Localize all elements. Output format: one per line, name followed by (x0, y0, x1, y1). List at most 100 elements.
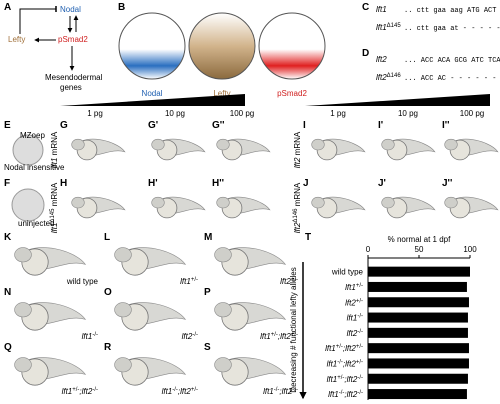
gene-name: lft1 (376, 5, 387, 14)
text-part: Δ145 (387, 23, 402, 29)
target-label: Mesendodermal (45, 73, 103, 82)
panel-label: J'' (442, 178, 452, 189)
text-part: -/- (357, 329, 363, 335)
text-part: lft1 (162, 387, 173, 396)
text-part: lft1 (82, 332, 93, 341)
text-part: ;lft2 (344, 375, 357, 384)
embryo-ball (12, 134, 44, 166)
panel-label: G' (148, 120, 158, 131)
panel-label: R (104, 342, 112, 353)
text-part: lft1 (62, 387, 73, 396)
panel-label: I (303, 120, 306, 131)
panel-label: G'' (212, 120, 225, 131)
panel-label: Q (4, 342, 12, 353)
pathway-diagram: Nodal Lefty pSmad2 Mesendodermal genes (8, 5, 103, 92)
bar (368, 327, 468, 338)
text-part: lft2 (376, 55, 387, 64)
text-part: ;lft2 (178, 387, 191, 396)
text-part: -/- (292, 387, 298, 393)
psmad2-label: pSmad2 (58, 35, 88, 44)
gene-name: lft2 (376, 55, 387, 64)
dose-label: 1 pg (87, 109, 103, 118)
x-tick-label: 100 (463, 245, 477, 254)
genotype-label: lft1-/- (82, 332, 98, 341)
gene-name: lft1Δ145 (376, 23, 401, 32)
text-part: ;lft2 (79, 387, 92, 396)
text-part: -/- (172, 387, 178, 393)
panel-label: J (303, 178, 309, 189)
text-part: lft1 (328, 390, 339, 399)
text-part: lft2 (347, 329, 358, 338)
embryo-head (114, 302, 132, 318)
embryo-head (214, 247, 232, 263)
text-part: +/- (191, 387, 198, 393)
embryo-head (216, 138, 230, 151)
text-part: +/- (337, 375, 344, 381)
embryo-head (114, 357, 132, 373)
text-part: -/- (337, 359, 343, 365)
text-part: +/- (356, 298, 363, 304)
text-part: mRNA (293, 182, 302, 208)
text-part: ;lft2 (344, 390, 357, 399)
text-part: lft1 (376, 5, 387, 14)
text-part: lft1 (327, 359, 338, 368)
text-part: -/- (339, 390, 345, 396)
text-part: lft1 (376, 23, 387, 32)
text-part: lft1 (263, 387, 274, 396)
text-part: wild type (331, 268, 364, 277)
panel-label: M (204, 232, 212, 243)
bar (368, 266, 470, 277)
sequence: ... ACC ACA GCG ATC TCA CTC ACA ... (404, 57, 500, 65)
embryo-head (151, 196, 165, 209)
uninjected-label: uninjected (18, 219, 54, 228)
embryo-circle (188, 12, 256, 80)
gene-name: lft2Δ146 (376, 73, 401, 82)
sequence: .. ctt gaa aag ATG ACT TCA GTC CGC ... (404, 7, 500, 15)
axis-label: Decreasing # functional lefty alleles (289, 267, 298, 392)
embryo-head (14, 302, 32, 318)
embryo-circle (118, 12, 186, 80)
target-label: genes (60, 83, 82, 92)
text-part: lft1 (325, 344, 336, 353)
text-part: mRNA (293, 131, 302, 157)
dose-label: 100 pg (460, 109, 484, 118)
gradient-label: Lefty (213, 89, 230, 98)
y-tick-label: lft1+/-;lft2+/- (325, 344, 363, 353)
y-tick-label: lft1+/- (345, 283, 363, 292)
text-part: Δ146 (293, 208, 299, 223)
genotype-label: wild type (66, 277, 99, 286)
nodal-label: Nodal (60, 5, 81, 14)
text-part: lft1 (347, 314, 358, 323)
genotype-label: lft1-/-;lft2+/- (162, 387, 198, 396)
text-part: ;lft2 (343, 359, 356, 368)
x-tick-label: 50 (415, 245, 424, 254)
dose-wedge (60, 94, 245, 106)
text-part: lft2 (345, 298, 356, 307)
embryo-head (214, 357, 232, 373)
embryo-head (311, 138, 325, 151)
panel-label: I'' (442, 120, 450, 131)
text-part: ;lft2 (343, 344, 356, 353)
panel-label: S (204, 342, 211, 353)
row-label: lft1 mRNA (50, 131, 59, 168)
text-part: -/- (357, 390, 363, 396)
panel-label: T (305, 232, 311, 243)
embryo-head (444, 196, 458, 209)
lefty-label: Lefty (8, 35, 25, 44)
embryo-head (71, 196, 85, 209)
text-part: lft2 (293, 157, 302, 168)
text-part: -/- (357, 375, 363, 381)
text-part: +/- (336, 344, 343, 350)
panel-label: E (4, 120, 11, 131)
note-label: Nodal insensitive (4, 163, 65, 172)
text-part: +/- (271, 332, 278, 338)
embryo-head (214, 302, 232, 318)
panel-label: A (4, 2, 11, 13)
dose-label: 10 pg (165, 109, 185, 118)
gradient-label: pSmad2 (277, 89, 307, 98)
y-tick-label: lft2+/- (345, 298, 363, 307)
bar (368, 312, 468, 323)
embryo-images (11, 134, 499, 386)
panel-label: D (362, 48, 369, 59)
